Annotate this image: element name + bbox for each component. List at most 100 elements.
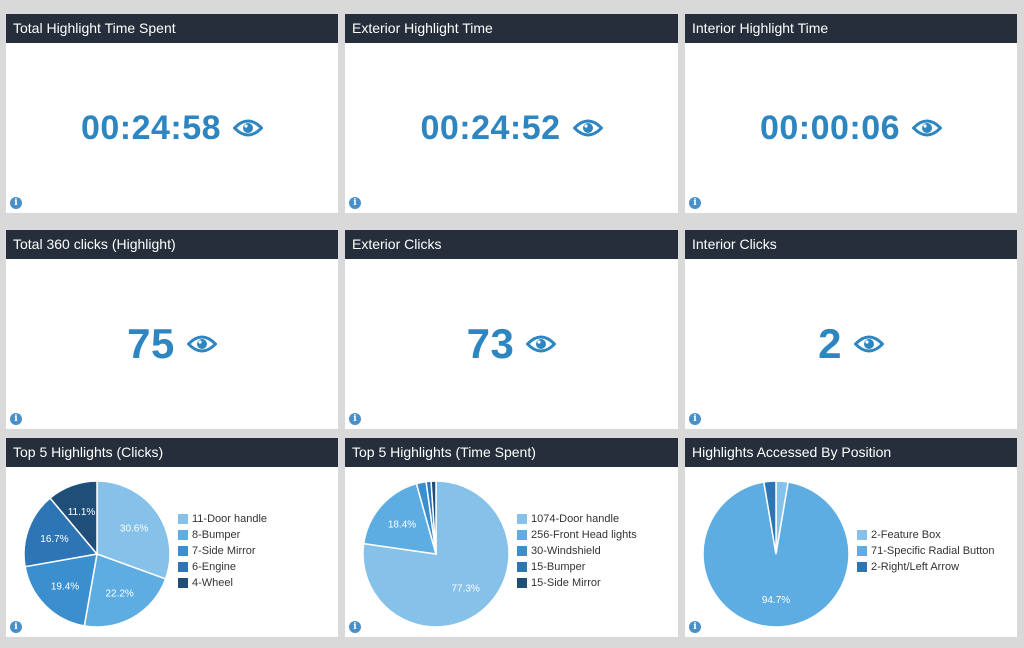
- legend-swatch: [178, 514, 188, 524]
- legend-label: 4-Wheel: [192, 577, 233, 589]
- legend-swatch: [857, 546, 867, 556]
- chart-legend: 11-Door handle 8-Bumper 7-Side Mirror 6-Eng…: [178, 511, 267, 591]
- legend-swatch: [857, 562, 867, 572]
- chart-title: Top 5 Highlights (Time Spent): [345, 438, 678, 467]
- legend-swatch: [178, 530, 188, 540]
- slice-label: 22.2%: [105, 589, 133, 600]
- legend-label: 71-Specific Radial Button: [871, 545, 995, 557]
- metric-panel-interior-time: Interior Highlight Time 00:00:06 i: [685, 14, 1017, 213]
- metric-value: 75: [127, 320, 175, 367]
- info-icon[interactable]: i: [349, 197, 361, 209]
- legend-swatch: [517, 578, 527, 588]
- pie-slice[interactable]: [96, 480, 171, 580]
- metric-value: 73: [466, 320, 515, 367]
- metric-panel-total-clicks: Total 360 clicks (Highlight) 75 i: [6, 230, 338, 429]
- legend-label: 7-Side Mirror: [192, 545, 256, 557]
- legend-swatch: [517, 546, 527, 556]
- slice-label: 77.3%: [451, 584, 479, 595]
- legend-label: 30-Windshield: [531, 545, 601, 557]
- legend-label: 1074-Door handle: [531, 513, 620, 525]
- slice-label: 94.7%: [762, 595, 790, 606]
- legend-label: 8-Bumper: [192, 529, 241, 541]
- legend-swatch: [857, 530, 867, 540]
- legend-swatch: [178, 546, 188, 556]
- panel-title: Total Highlight Time Spent: [6, 14, 338, 43]
- pie-slice[interactable]: [83, 552, 167, 628]
- legend-item[interactable]: 71-Specific Radial Button: [857, 543, 995, 559]
- legend-item[interactable]: 15-Bumper: [517, 559, 637, 575]
- pie-chart: 77.3% 18.4%: [362, 480, 510, 628]
- legend-swatch: [517, 562, 527, 572]
- eye-icon[interactable]: [912, 118, 943, 138]
- metric-panel-exterior-time: Exterior Highlight Time 00:24:52 i: [345, 14, 678, 213]
- legend-swatch: [178, 578, 188, 588]
- legend-swatch: [517, 514, 527, 524]
- pie-slice[interactable]: [49, 480, 98, 557]
- legend-item[interactable]: 2-Feature Box: [857, 527, 995, 543]
- legend-item[interactable]: 4-Wheel: [178, 575, 267, 591]
- slice-label: 19.4%: [51, 582, 79, 593]
- info-icon[interactable]: i: [349, 621, 361, 633]
- metric-panel-total-time: Total Highlight Time Spent 00:24:58 i: [6, 14, 338, 213]
- metric-value: 00:24:58: [80, 108, 222, 147]
- pie-slice[interactable]: [430, 480, 437, 555]
- pie-slice[interactable]: [762, 480, 777, 555]
- legend-swatch: [517, 530, 527, 540]
- panel-title: Total 360 clicks (Highlight): [6, 230, 338, 259]
- legend-label: 2-Right/Left Arrow: [871, 561, 960, 573]
- chart-legend: 1074-Door handle 256-Front Head lights 30-…: [517, 511, 637, 591]
- pie-slice[interactable]: [24, 553, 98, 627]
- legend-label: 15-Bumper: [531, 561, 586, 573]
- panel-title: Interior Clicks: [685, 230, 1017, 259]
- legend-item[interactable]: 15-Side Mirror: [517, 575, 637, 591]
- panel-title: Exterior Highlight Time: [345, 14, 678, 43]
- eye-icon[interactable]: [572, 118, 603, 138]
- chart-panel-time-spent: Top 5 Highlights (Time Spent) 77.3% 18.4%…: [345, 438, 678, 637]
- legend-item[interactable]: 1074-Door handle: [517, 511, 637, 527]
- eye-icon[interactable]: [526, 334, 557, 354]
- eye-icon[interactable]: [186, 334, 217, 354]
- chart-title: Highlights Accessed By Position: [685, 438, 1017, 467]
- metric-value: 00:00:06: [759, 108, 901, 147]
- chart-title: Top 5 Highlights (Clicks): [6, 438, 338, 467]
- slice-label: 18.4%: [388, 520, 416, 531]
- eye-icon[interactable]: [853, 334, 884, 354]
- pie-slice[interactable]: [362, 482, 438, 555]
- metric-panel-interior-clicks: Interior Clicks 2 i: [685, 230, 1017, 429]
- metric-value: 00:24:52: [420, 108, 561, 147]
- legend-item[interactable]: 8-Bumper: [178, 527, 267, 543]
- metric-value: 2: [818, 320, 842, 367]
- legend-label: 6-Engine: [192, 561, 237, 573]
- pie-chart: 30.6% 22.2% 19.4% 16.7% 11.1%: [23, 480, 171, 628]
- pie-slice[interactable]: [702, 481, 850, 628]
- panel-title: Exterior Clicks: [345, 230, 678, 259]
- info-icon[interactable]: i: [10, 197, 22, 209]
- info-icon[interactable]: i: [10, 413, 22, 425]
- legend-item[interactable]: 11-Door handle: [178, 511, 267, 527]
- info-icon[interactable]: i: [10, 621, 22, 633]
- legend-label: 15-Side Mirror: [531, 577, 601, 589]
- chart-panel-clicks: Top 5 Highlights (Clicks) 30.6% 22.2% 19.4…: [6, 438, 338, 637]
- legend-item[interactable]: 6-Engine: [178, 559, 267, 575]
- legend-label: 11-Door handle: [192, 513, 268, 525]
- pie-chart: 94.7%: [702, 480, 850, 628]
- slice-label: 11.1%: [68, 507, 96, 518]
- info-icon[interactable]: i: [689, 621, 701, 633]
- legend-item[interactable]: 30-Windshield: [517, 543, 637, 559]
- pie-slice[interactable]: [23, 497, 99, 568]
- chart-legend: 2-Feature Box 71-Specific Radial Button 2-…: [857, 527, 995, 575]
- legend-label: 256-Front Head lights: [531, 529, 637, 541]
- metric-panel-exterior-clicks: Exterior Clicks 73 i: [345, 230, 678, 429]
- info-icon[interactable]: i: [689, 413, 701, 425]
- legend-label: 2-Feature Box: [871, 529, 941, 541]
- chart-panel-position: Highlights Accessed By Position 94.7% 2-…: [685, 438, 1017, 637]
- legend-item[interactable]: 256-Front Head lights: [517, 527, 637, 543]
- legend-item[interactable]: 7-Side Mirror: [178, 543, 267, 559]
- slice-label: 30.6%: [120, 524, 148, 535]
- info-icon[interactable]: i: [689, 197, 701, 209]
- eye-icon[interactable]: [233, 118, 264, 138]
- slice-label: 16.7%: [40, 534, 68, 545]
- info-icon[interactable]: i: [349, 413, 361, 425]
- panel-title: Interior Highlight Time: [685, 14, 1017, 43]
- legend-item[interactable]: 2-Right/Left Arrow: [857, 559, 995, 575]
